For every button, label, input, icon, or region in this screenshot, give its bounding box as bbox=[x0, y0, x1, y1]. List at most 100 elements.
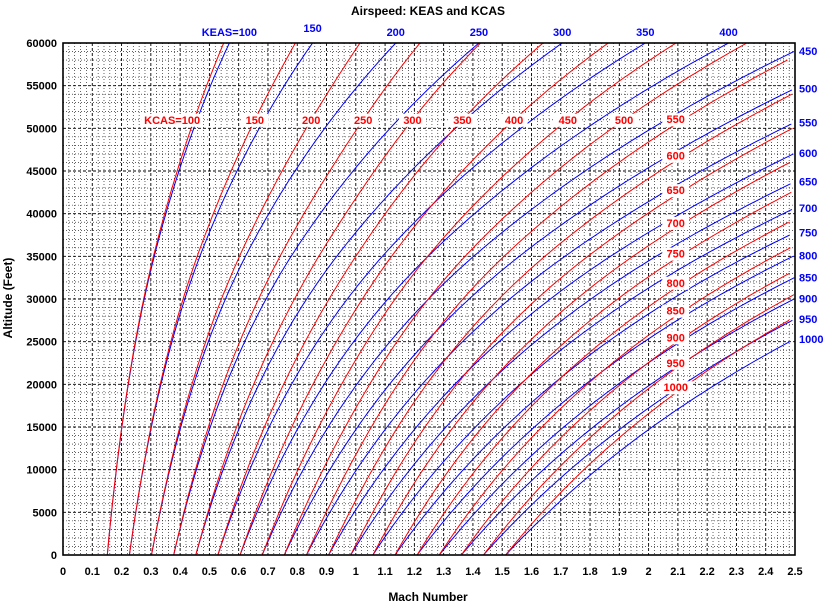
kcas-label-bg bbox=[662, 304, 690, 318]
keas-label: 650 bbox=[799, 177, 817, 189]
y-tick-label: 5000 bbox=[33, 507, 57, 519]
kcas-curve-1000 bbox=[505, 319, 790, 556]
x-tick-label: 1.3 bbox=[436, 566, 451, 578]
keas-curve-650 bbox=[350, 183, 791, 556]
keas-curve-850 bbox=[438, 277, 795, 556]
y-tick-label: 50000 bbox=[26, 123, 57, 135]
kcas-label: KCAS=100 bbox=[144, 115, 200, 127]
plot-frame bbox=[62, 42, 796, 556]
keas-curve-950 bbox=[483, 319, 793, 556]
kcas-label: 250 bbox=[354, 115, 372, 127]
y-tick-label: 55000 bbox=[26, 81, 57, 93]
kcas-label: 200 bbox=[302, 115, 320, 127]
kcas-label-bg bbox=[662, 331, 690, 345]
kcas-label-bg bbox=[662, 149, 690, 163]
x-tick-label: 0.5 bbox=[202, 566, 217, 578]
keas-label: 500 bbox=[799, 83, 817, 95]
keas-label: 550 bbox=[799, 117, 817, 129]
kcas-label: 1000 bbox=[663, 382, 687, 394]
keas-label: 700 bbox=[799, 203, 817, 215]
kcas-label: 900 bbox=[667, 332, 685, 344]
x-tick-label: 1.2 bbox=[407, 566, 422, 578]
kcas-curve-200 bbox=[151, 42, 361, 556]
keas-label: KEAS=100 bbox=[202, 27, 257, 39]
kcas-curve-600 bbox=[328, 93, 793, 556]
kcas-label: 350 bbox=[453, 115, 471, 127]
x-tick-label: 1 bbox=[353, 566, 359, 578]
kcas-curve-300 bbox=[195, 42, 481, 556]
y-tick-label: 30000 bbox=[26, 294, 57, 306]
y-tick-label: 0 bbox=[51, 550, 57, 562]
x-tick-label: 2 bbox=[646, 566, 652, 578]
keas-label: 800 bbox=[799, 250, 817, 262]
keas-label: 200 bbox=[387, 27, 405, 39]
keas-curve-1000 bbox=[505, 341, 790, 556]
kcas-label-bg bbox=[141, 113, 204, 127]
keas-label: 600 bbox=[799, 148, 817, 160]
x-tick-label: 2.4 bbox=[758, 566, 774, 578]
kcas-label-bg bbox=[662, 216, 690, 230]
kcas-label-bg bbox=[662, 113, 690, 127]
x-tick-label: 1.1 bbox=[377, 566, 392, 578]
x-tick-label: 0.8 bbox=[290, 566, 305, 578]
kcas-label: 500 bbox=[615, 115, 633, 127]
x-tick-label: 1.5 bbox=[495, 566, 510, 578]
kcas-curve-950 bbox=[483, 294, 795, 556]
kcas-label: 300 bbox=[403, 115, 421, 127]
keas-curve-900 bbox=[461, 298, 795, 556]
y-tick-label: 20000 bbox=[26, 379, 57, 391]
keas-label: 950 bbox=[799, 314, 817, 326]
kcas-curve-800 bbox=[416, 221, 789, 556]
keas-curve-350 bbox=[217, 42, 646, 556]
keas-label: 350 bbox=[636, 27, 654, 39]
keas-curve-400 bbox=[239, 42, 729, 556]
kcas-label-bg bbox=[241, 113, 269, 127]
kcas-label-bg bbox=[658, 381, 693, 395]
kcas-label: 450 bbox=[559, 115, 577, 127]
keas-label: 450 bbox=[799, 46, 817, 58]
x-tick-label: 0.1 bbox=[85, 566, 100, 578]
keas-label: 300 bbox=[553, 27, 571, 39]
y-tick-label: 15000 bbox=[26, 422, 57, 434]
kcas-label-bg bbox=[662, 247, 690, 261]
kcas-label-bg bbox=[500, 113, 528, 127]
kcas-label-bg bbox=[349, 113, 377, 127]
keas-label: 850 bbox=[799, 272, 817, 284]
kcas-label-bg bbox=[662, 184, 690, 198]
x-tick-label: 1.4 bbox=[465, 566, 481, 578]
keas-curve-550 bbox=[306, 123, 792, 556]
x-tick-label: 1.6 bbox=[524, 566, 539, 578]
kcas-curve-150 bbox=[128, 42, 296, 556]
kcas-curve-900 bbox=[460, 272, 790, 556]
y-tick-label: 60000 bbox=[26, 38, 57, 50]
x-tick-label: 0 bbox=[60, 566, 66, 578]
x-tick-label: 0.9 bbox=[319, 566, 334, 578]
kcas-curve-400 bbox=[239, 42, 609, 556]
x-tick-label: 2.5 bbox=[787, 566, 802, 578]
x-tick-label: 0.6 bbox=[231, 566, 246, 578]
kcas-label-bg bbox=[662, 276, 690, 290]
x-tick-label: 0.3 bbox=[143, 566, 158, 578]
kcas-label-bg bbox=[297, 113, 325, 127]
kcas-label: 850 bbox=[667, 306, 685, 318]
kcas-label-bg bbox=[448, 113, 476, 127]
keas-curve-500 bbox=[283, 89, 793, 556]
keas-label: 400 bbox=[719, 27, 737, 39]
kcas-label: 700 bbox=[667, 218, 685, 230]
kcas-label: 400 bbox=[505, 115, 523, 127]
kcas-curve-650 bbox=[350, 127, 793, 556]
kcas-label-bg bbox=[662, 356, 690, 370]
kcas-label: 600 bbox=[667, 151, 685, 163]
kcas-label-bg bbox=[554, 113, 582, 127]
keas-curve-800 bbox=[416, 255, 794, 556]
x-tick-label: 1.9 bbox=[612, 566, 627, 578]
x-axis-label: Mach Number bbox=[388, 590, 468, 604]
kcas-label: 150 bbox=[246, 115, 264, 127]
keas-label: 250 bbox=[470, 27, 488, 39]
kcas-label: 750 bbox=[667, 249, 685, 261]
keas-curve-750 bbox=[394, 234, 790, 556]
y-tick-label: 25000 bbox=[26, 337, 57, 349]
kcas-curve-850 bbox=[438, 247, 791, 556]
kcas-curve-500 bbox=[283, 42, 748, 556]
